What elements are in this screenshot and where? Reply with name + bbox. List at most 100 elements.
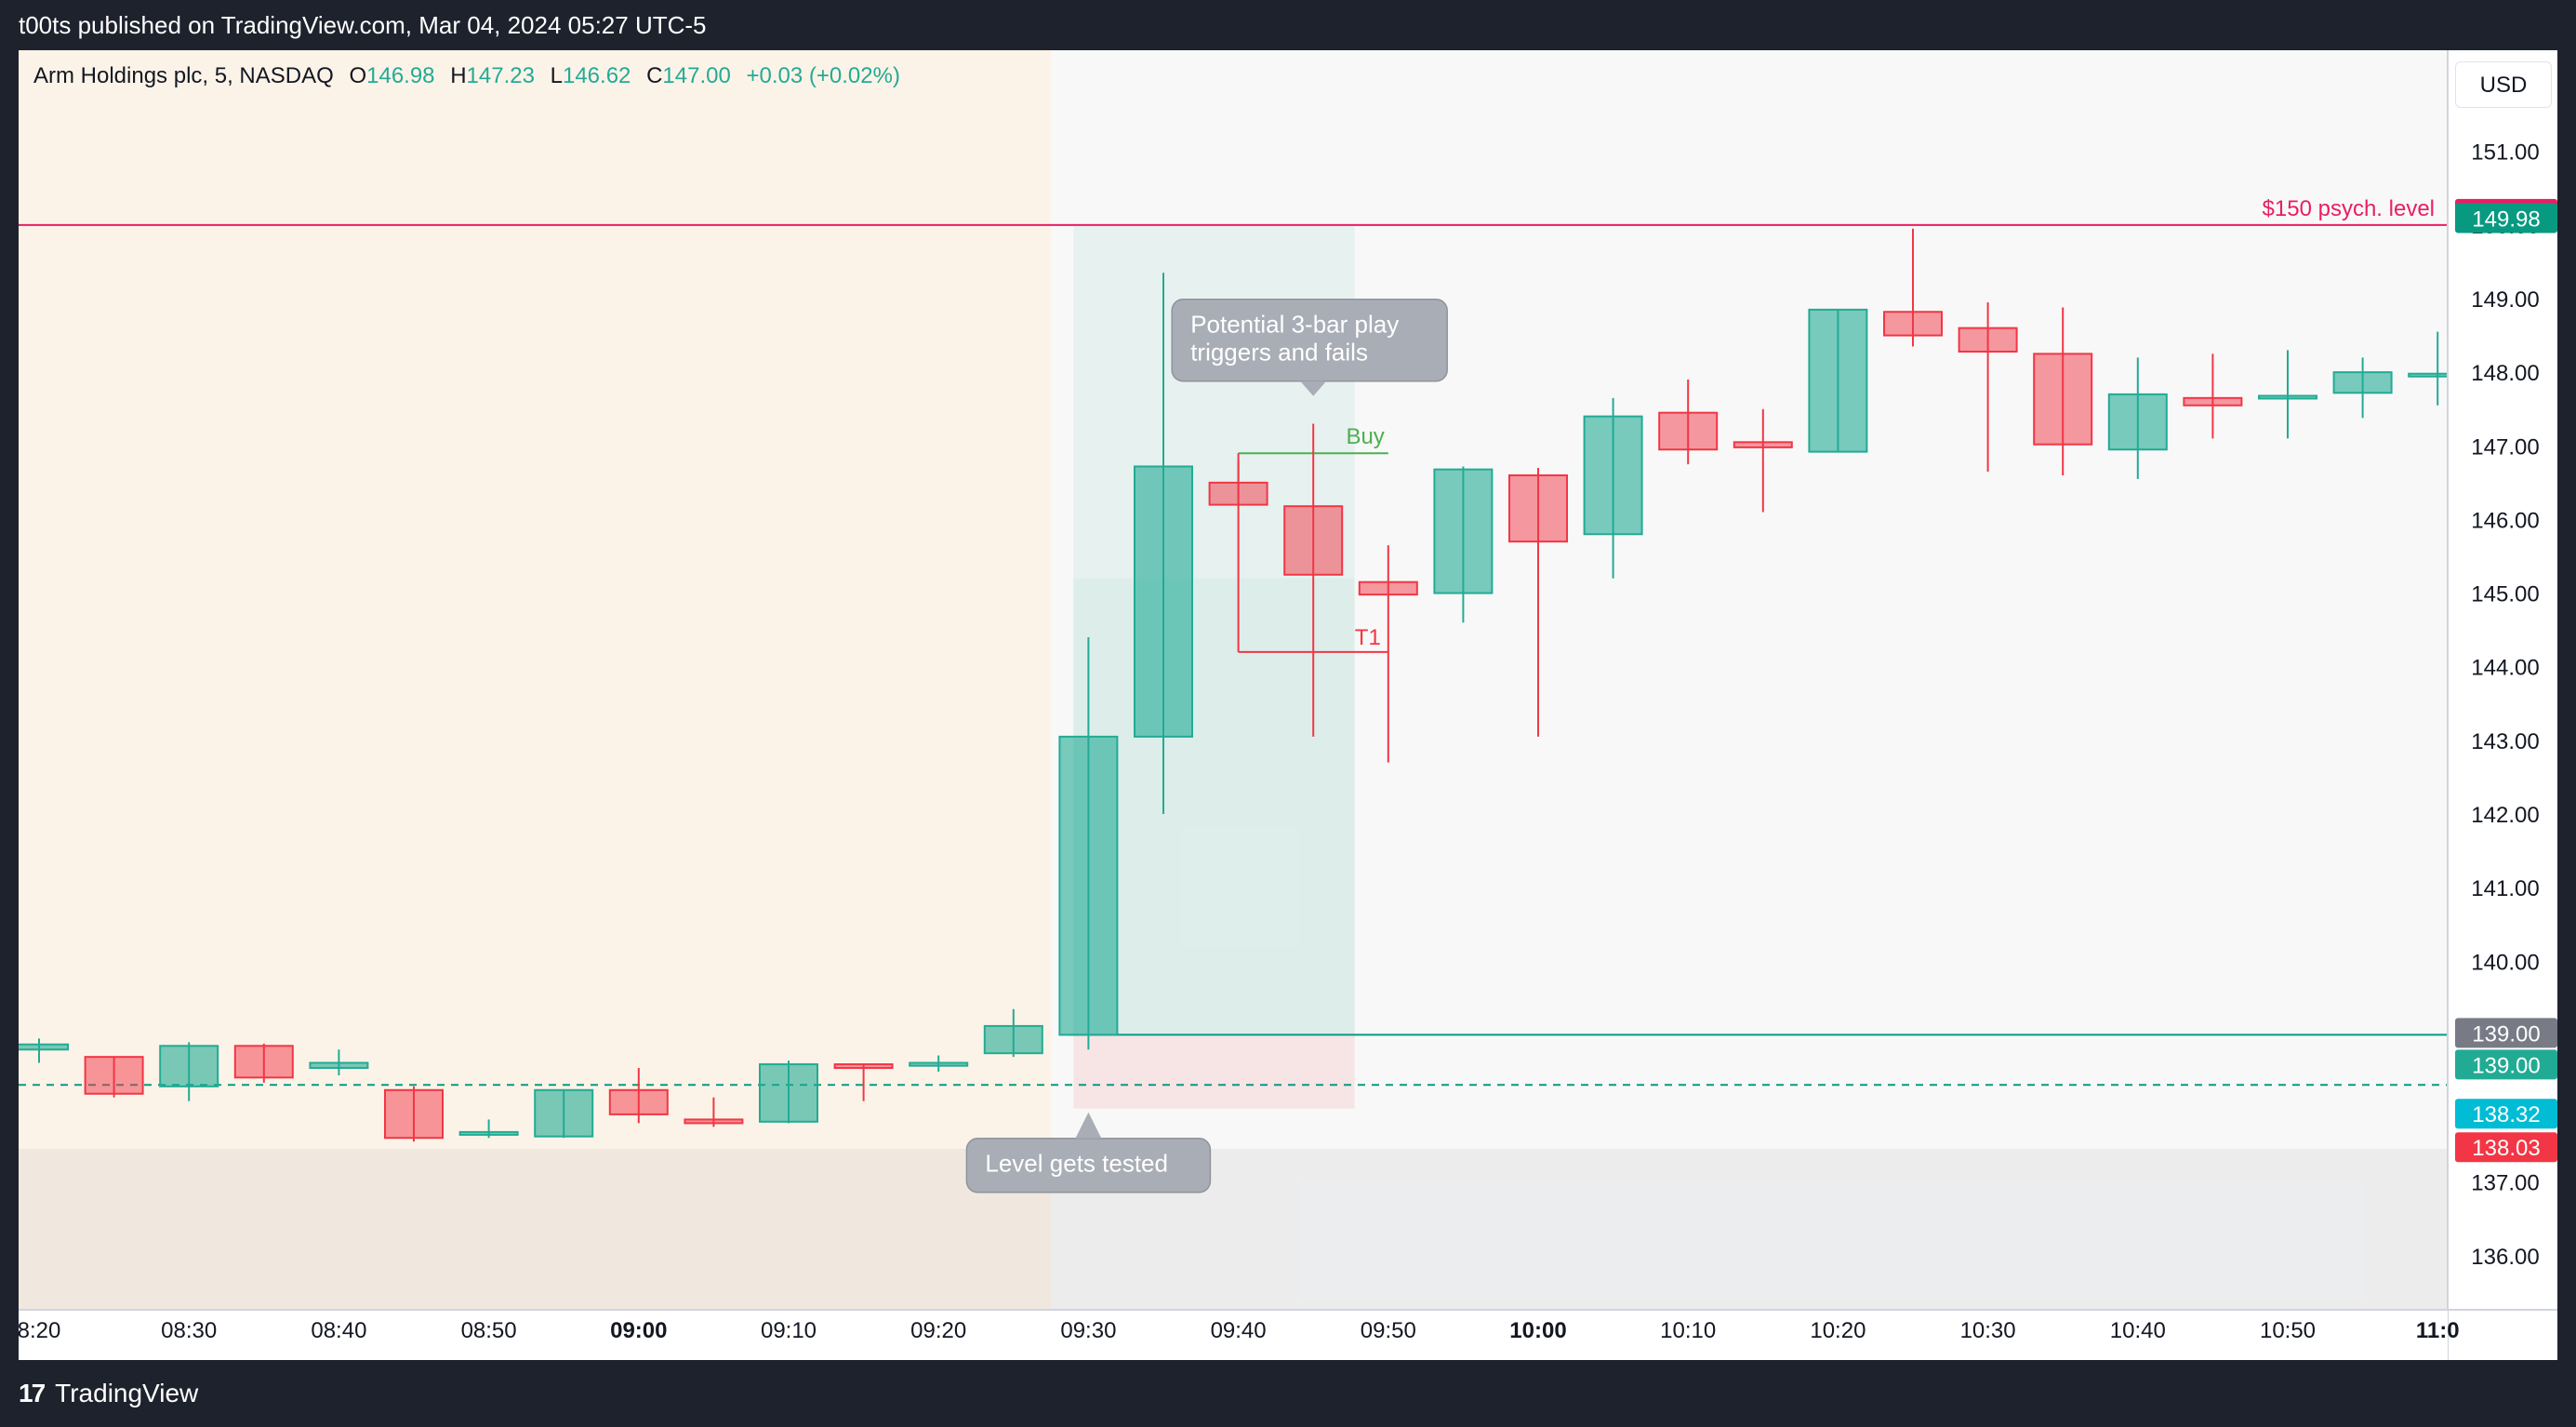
y-tick-label: 136.00: [2471, 1245, 2539, 1270]
candle-body: [534, 1088, 594, 1138]
change-value: +0.03 (+0.02%): [746, 63, 900, 88]
y-tick-label: 141.00: [2471, 876, 2539, 901]
candle-body: [1958, 327, 2018, 353]
price-tag: [2455, 1018, 2557, 1048]
candle-body: [983, 1024, 1043, 1055]
psych-level-label: $150 psych. level: [2263, 196, 2435, 221]
x-tick-label: 11:0: [2416, 1318, 2460, 1343]
y-tick-label: 140.00: [2471, 950, 2539, 975]
candle-body: [1658, 411, 1719, 451]
candle-body: [458, 1130, 519, 1136]
candle-body: [1283, 505, 1344, 576]
symbol-name[interactable]: Arm Holdings plc, 5, NASDAQ: [33, 63, 334, 88]
x-tick-label: 10:10: [1660, 1318, 1716, 1343]
x-tick-label: 09:20: [910, 1318, 966, 1343]
tradingview-logo-icon: 17: [19, 1379, 46, 1407]
x-tick-label: 08:50: [461, 1318, 517, 1343]
candle-body: [2332, 371, 2393, 394]
brand-name[interactable]: TradingView: [55, 1379, 199, 1407]
chart-canvas[interactable]: $150 psych. level Buy T1 Potential 3-bar pl…: [19, 50, 2557, 1360]
y-tick-label: 151.00: [2471, 140, 2539, 166]
price-tag-label: 138.32: [2472, 1102, 2540, 1127]
high-label: H: [450, 63, 467, 88]
candle-body: [1433, 468, 1494, 594]
candle-body: [2033, 353, 2093, 446]
position-target-lower: [1073, 578, 1355, 1035]
y-tick-label: 149.00: [2471, 287, 2539, 313]
low-zone-shading: [19, 1149, 2448, 1310]
x-tick-label: 8:20: [19, 1318, 60, 1343]
candle-body: [2107, 393, 2168, 451]
low-value: 146.62: [562, 63, 631, 88]
currency-button[interactable]: USD: [2455, 61, 2552, 108]
candle-body: [309, 1061, 369, 1070]
callout-pointer: [1075, 1112, 1102, 1139]
y-tick-label: 147.00: [2471, 434, 2539, 460]
x-tick-label: 10:50: [2260, 1318, 2316, 1343]
chart-area[interactable]: $150 psych. level Buy T1 Potential 3-bar pl…: [19, 50, 2557, 1360]
y-tick-label: 148.00: [2471, 361, 2539, 386]
callout-text: Level gets tested: [985, 1150, 1168, 1178]
candle-body: [84, 1056, 144, 1095]
buy-label: Buy: [1346, 424, 1384, 449]
open-value: 146.98: [366, 63, 435, 88]
y-tick-label: 137.00: [2471, 1171, 2539, 1196]
x-tick-label: 09:40: [1211, 1318, 1267, 1343]
annotation-callout: Level gets tested: [965, 1112, 1212, 1194]
x-tick-label: 09:00: [610, 1318, 667, 1343]
y-tick-label: 145.00: [2471, 582, 2539, 607]
candle-body: [1508, 473, 1568, 543]
x-tick-label: 10:20: [1810, 1318, 1866, 1343]
x-tick-label: 10:30: [1960, 1318, 2016, 1343]
publish-header: t00ts published on TradingView.com, Mar …: [0, 0, 2576, 50]
candle-body: [1358, 580, 1418, 596]
price-tag: [2455, 203, 2557, 233]
y-tick-label: 146.00: [2471, 508, 2539, 533]
candle-body: [1733, 441, 1793, 448]
x-tick-label: 09:30: [1060, 1318, 1116, 1343]
price-tag: [2455, 1132, 2557, 1163]
candle-body: [684, 1118, 744, 1125]
price-tag: [2455, 1099, 2557, 1129]
candle-body: [1134, 465, 1193, 738]
candle-body: [19, 1043, 69, 1051]
open-label: O: [349, 63, 367, 88]
x-tick-label: 08:30: [161, 1318, 217, 1343]
candle-body: [608, 1088, 669, 1115]
candle-body: [233, 1045, 294, 1079]
publish-text: t00ts published on TradingView.com, Mar …: [19, 11, 707, 39]
close-label: C: [646, 63, 663, 88]
x-tick-label: 10:40: [2110, 1318, 2166, 1343]
candle-body: [1208, 481, 1268, 506]
price-tag-label: 138.03: [2472, 1136, 2540, 1161]
candle-body: [759, 1063, 818, 1123]
candle-body: [159, 1045, 219, 1087]
candle-body: [1883, 311, 1943, 337]
close-value: 147.00: [662, 63, 731, 88]
candle-body: [909, 1061, 969, 1067]
x-tick-label: 09:50: [1361, 1318, 1416, 1343]
candle-body: [2183, 396, 2243, 407]
position-stop-zone: [1073, 1034, 1355, 1109]
footer-bar: 17 TradingView: [0, 1360, 2576, 1427]
candle-body: [384, 1088, 444, 1140]
x-tick-label: 10:00: [1509, 1318, 1566, 1343]
price-axis: [2448, 50, 2557, 1360]
price-tag: [2455, 1049, 2557, 1080]
x-tick-label: 09:10: [761, 1318, 817, 1343]
high-value: 147.23: [466, 63, 535, 88]
candle-body: [2258, 394, 2317, 400]
ohlc-legend: Arm Holdings plc, 5, NASDAQ O146.98 H147…: [33, 63, 900, 89]
candle-body: [1583, 415, 1643, 536]
y-tick-label: 142.00: [2471, 803, 2539, 828]
y-tick-label: 144.00: [2471, 656, 2539, 681]
price-tag-label: 149.98: [2472, 207, 2540, 232]
callout-pointer: [1300, 380, 1327, 396]
price-tag-label: 139.00: [2472, 1021, 2540, 1047]
candle-body: [1058, 735, 1119, 1036]
time-axis: [19, 1310, 2448, 1360]
candle-body: [1808, 308, 1868, 453]
candle-body: [833, 1063, 894, 1070]
x-tick-label: 08:40: [311, 1318, 366, 1343]
